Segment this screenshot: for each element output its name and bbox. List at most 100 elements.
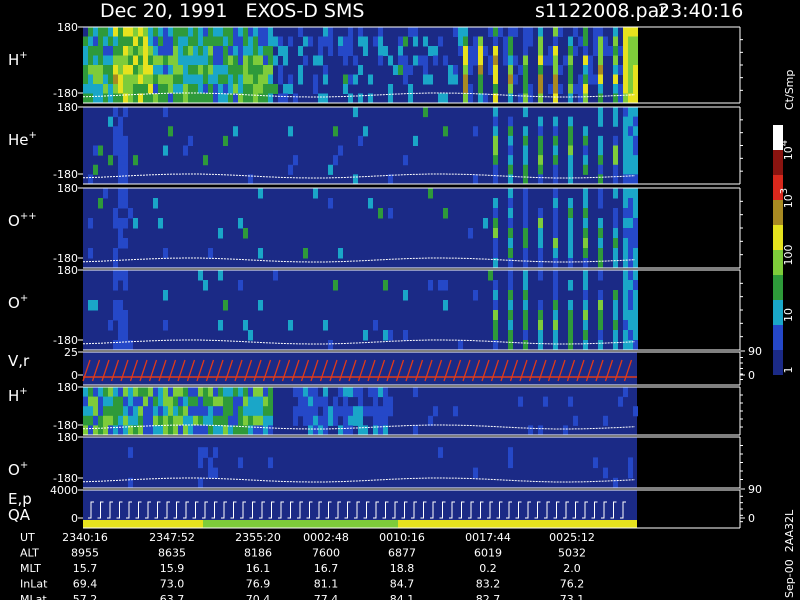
y-tick-label: 180 (57, 21, 78, 34)
spectrogram-cell (178, 27, 183, 37)
spectrogram-cell (208, 93, 213, 104)
spectrogram-cell (343, 74, 348, 85)
spectrogram-cell (388, 330, 393, 341)
spectrogram-cell (83, 396, 88, 407)
spectrogram-cell (123, 280, 128, 291)
spectrogram-cell (203, 74, 208, 85)
spectrogram-cell (108, 425, 113, 436)
spectrogram-cell (633, 218, 638, 229)
spectrogram-cell (108, 320, 113, 331)
spectrogram-cell (623, 36, 628, 47)
spectrogram-cell (288, 36, 293, 47)
spectrogram-cell (528, 27, 533, 37)
spectrogram-cell (88, 300, 93, 311)
spectrogram-cell (173, 65, 178, 75)
spectrogram-cell (238, 74, 243, 85)
spectrogram-cell (598, 164, 603, 175)
panel-empty (637, 352, 740, 385)
spectrogram-cell (613, 46, 618, 56)
spectrogram-cell (103, 27, 108, 37)
spectrogram-cell (318, 36, 323, 47)
spectrogram-cell (323, 65, 328, 75)
spectrogram-cell (413, 425, 418, 436)
spectrogram-cell (173, 425, 178, 436)
spectrogram-cell (98, 55, 103, 66)
spectrogram-cell (333, 126, 338, 137)
spectrogram-cell (113, 258, 118, 269)
spectrogram-cell (398, 36, 403, 47)
spectrogram-cell (468, 65, 473, 75)
spectrogram-cell (118, 65, 123, 75)
spectrogram-cell (153, 65, 158, 75)
footer-value: 0002:48 (303, 531, 349, 544)
spectrogram-cell (113, 218, 118, 229)
spectrogram-cell (553, 126, 558, 137)
spectrogram-cell (553, 218, 558, 229)
spectrogram-cell (508, 218, 513, 229)
spectrogram-cell (553, 320, 558, 331)
spectrogram-cell (138, 46, 143, 56)
spectrogram-cell (383, 387, 388, 398)
colorbar-title: Ct/Smp (783, 70, 796, 110)
spectrogram-cell (248, 65, 253, 75)
spectrogram-cell (523, 135, 528, 146)
spectrogram-cell (208, 406, 213, 417)
spectrogram-cell (403, 55, 408, 66)
spectrogram-cell (253, 387, 258, 398)
spectrogram-cell (248, 396, 253, 407)
spectrogram-cell (93, 46, 98, 56)
spectrogram-cell (128, 447, 133, 458)
spectrogram-cell (123, 107, 128, 118)
spectrogram-cell (343, 425, 348, 436)
spectrogram-cell (113, 84, 118, 94)
spectrogram-cell (413, 135, 418, 146)
panel-label-sup: + (19, 50, 27, 61)
spectrogram-cell (628, 107, 633, 118)
spectrogram-cell (338, 248, 343, 259)
spectrogram-cell (473, 46, 478, 56)
spectrogram-cell (523, 188, 528, 199)
spectrogram-cell (538, 155, 543, 166)
spectrogram-cell (408, 27, 413, 37)
spectrogram-cell (348, 36, 353, 47)
spectrogram-cell (238, 55, 243, 66)
spectrogram-cell (218, 387, 223, 398)
spectrogram-cell (363, 36, 368, 47)
spectrogram-cell (553, 248, 558, 259)
spectrogram-cell (118, 300, 123, 311)
spectrogram-cell (328, 46, 333, 56)
spectrogram-cell (633, 188, 638, 199)
spectrogram-cell (363, 425, 368, 436)
spectrogram-cell (83, 84, 88, 94)
spectrogram-cell (233, 84, 238, 94)
spectrogram-cell (88, 27, 93, 37)
spectrogram-cell (198, 27, 203, 37)
spectrogram-cell (178, 387, 183, 398)
spectrogram-cell (308, 406, 313, 417)
spectrogram-cell (508, 290, 513, 301)
spectrogram-cell (178, 84, 183, 94)
spectrogram-cell (413, 55, 418, 66)
spectrogram-cell (538, 270, 543, 281)
spectrogram-cell (303, 248, 308, 259)
spectrogram-cell (403, 65, 408, 75)
spectrogram-cell (323, 406, 328, 417)
spectrogram-cell (268, 415, 273, 426)
spectrogram-cell (483, 46, 488, 56)
spectrogram-cell (353, 55, 358, 66)
spectrogram-cell (233, 46, 238, 56)
y-tick-label: -180 (53, 419, 78, 432)
spectrogram-cell (628, 93, 633, 104)
spectrogram-cell (228, 55, 233, 66)
spectrogram-cell (493, 174, 498, 185)
spectrogram-cell (353, 415, 358, 426)
spectrogram-cell (633, 93, 638, 104)
spectrogram-cell (238, 387, 243, 398)
spectrogram-cell (183, 396, 188, 407)
spectrogram-cell (553, 280, 558, 291)
spectrogram-cell (133, 65, 138, 75)
spectrogram-cell (228, 93, 233, 104)
spectrogram-cell (123, 310, 128, 321)
spectrogram-cell (153, 74, 158, 85)
spectrogram-cell (383, 415, 388, 426)
